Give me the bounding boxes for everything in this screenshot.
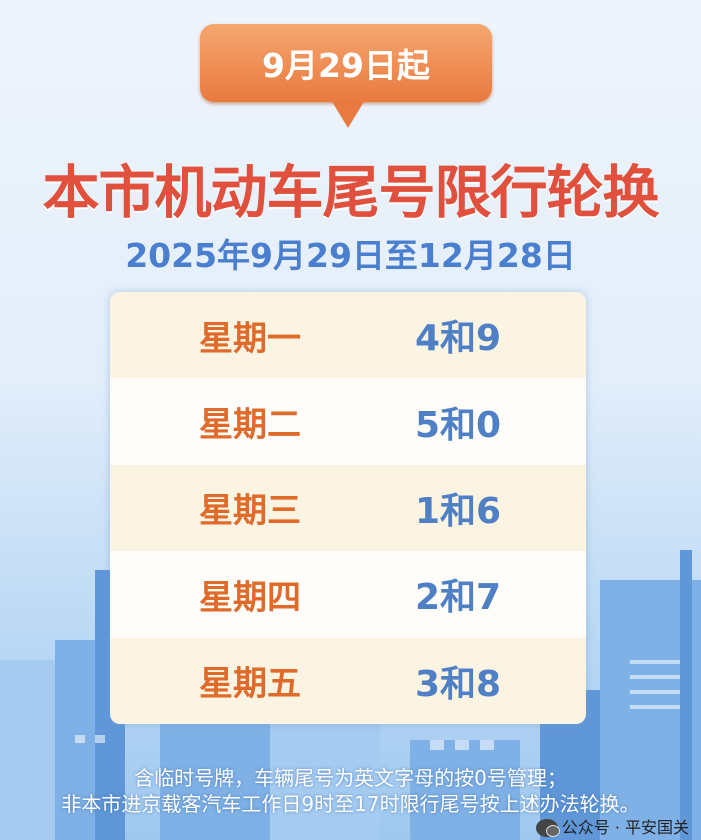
table-row: 星期二 5和0 [110, 378, 586, 465]
table-row: 星期五 3和8 [110, 637, 586, 724]
window [455, 740, 469, 750]
start-date-badge: 9月29日起 [200, 24, 492, 102]
restricted-numbers: 5和0 [414, 404, 502, 446]
building [0, 660, 60, 840]
window [75, 735, 85, 743]
window [630, 675, 680, 679]
building [160, 715, 270, 840]
table-row: 星期一 4和9 [110, 292, 586, 379]
weekday: 星期四 [199, 577, 301, 618]
badge-text: 9月29日起 [262, 46, 430, 85]
building [270, 725, 380, 840]
building [410, 740, 520, 840]
window [95, 735, 105, 743]
window [430, 740, 444, 750]
page-title: 本市机动车尾号限行轮换 [42, 160, 660, 226]
note-line-2: 非本市进京载客汽车工作日9时至17时限行尾号按上述办法轮换。 [61, 792, 640, 816]
restricted-numbers: 1和6 [414, 490, 502, 532]
table-row: 星期四 2和7 [110, 551, 586, 638]
window [630, 690, 680, 694]
weekday: 星期二 [199, 405, 301, 446]
window [630, 660, 680, 664]
restriction-table: 星期一 4和9 星期二 5和0 星期三 1和6 星期四 2和7 星期五 3和8 [110, 292, 586, 724]
restricted-numbers: 4和9 [414, 318, 502, 360]
window [630, 705, 680, 709]
table-row: 星期三 1和6 [110, 464, 586, 552]
weekday: 星期五 [199, 664, 301, 705]
note-line-1: 含临时号牌，车辆尾号为英文字母的按0号管理； [134, 766, 567, 790]
restricted-numbers: 3和8 [414, 663, 502, 705]
weekday: 星期三 [199, 491, 301, 532]
watermark-text: 公众号 · 平安国关 [561, 818, 689, 837]
building [680, 550, 692, 840]
weekday: 星期一 [199, 318, 301, 359]
restricted-numbers: 2和7 [414, 577, 502, 619]
date-range: 2025年9月29日至12月28日 [125, 236, 576, 275]
window [480, 740, 494, 750]
badge-pointer [331, 100, 365, 128]
watermark: 公众号 · 平安国关 [535, 818, 689, 838]
wechat-icon [535, 819, 560, 837]
